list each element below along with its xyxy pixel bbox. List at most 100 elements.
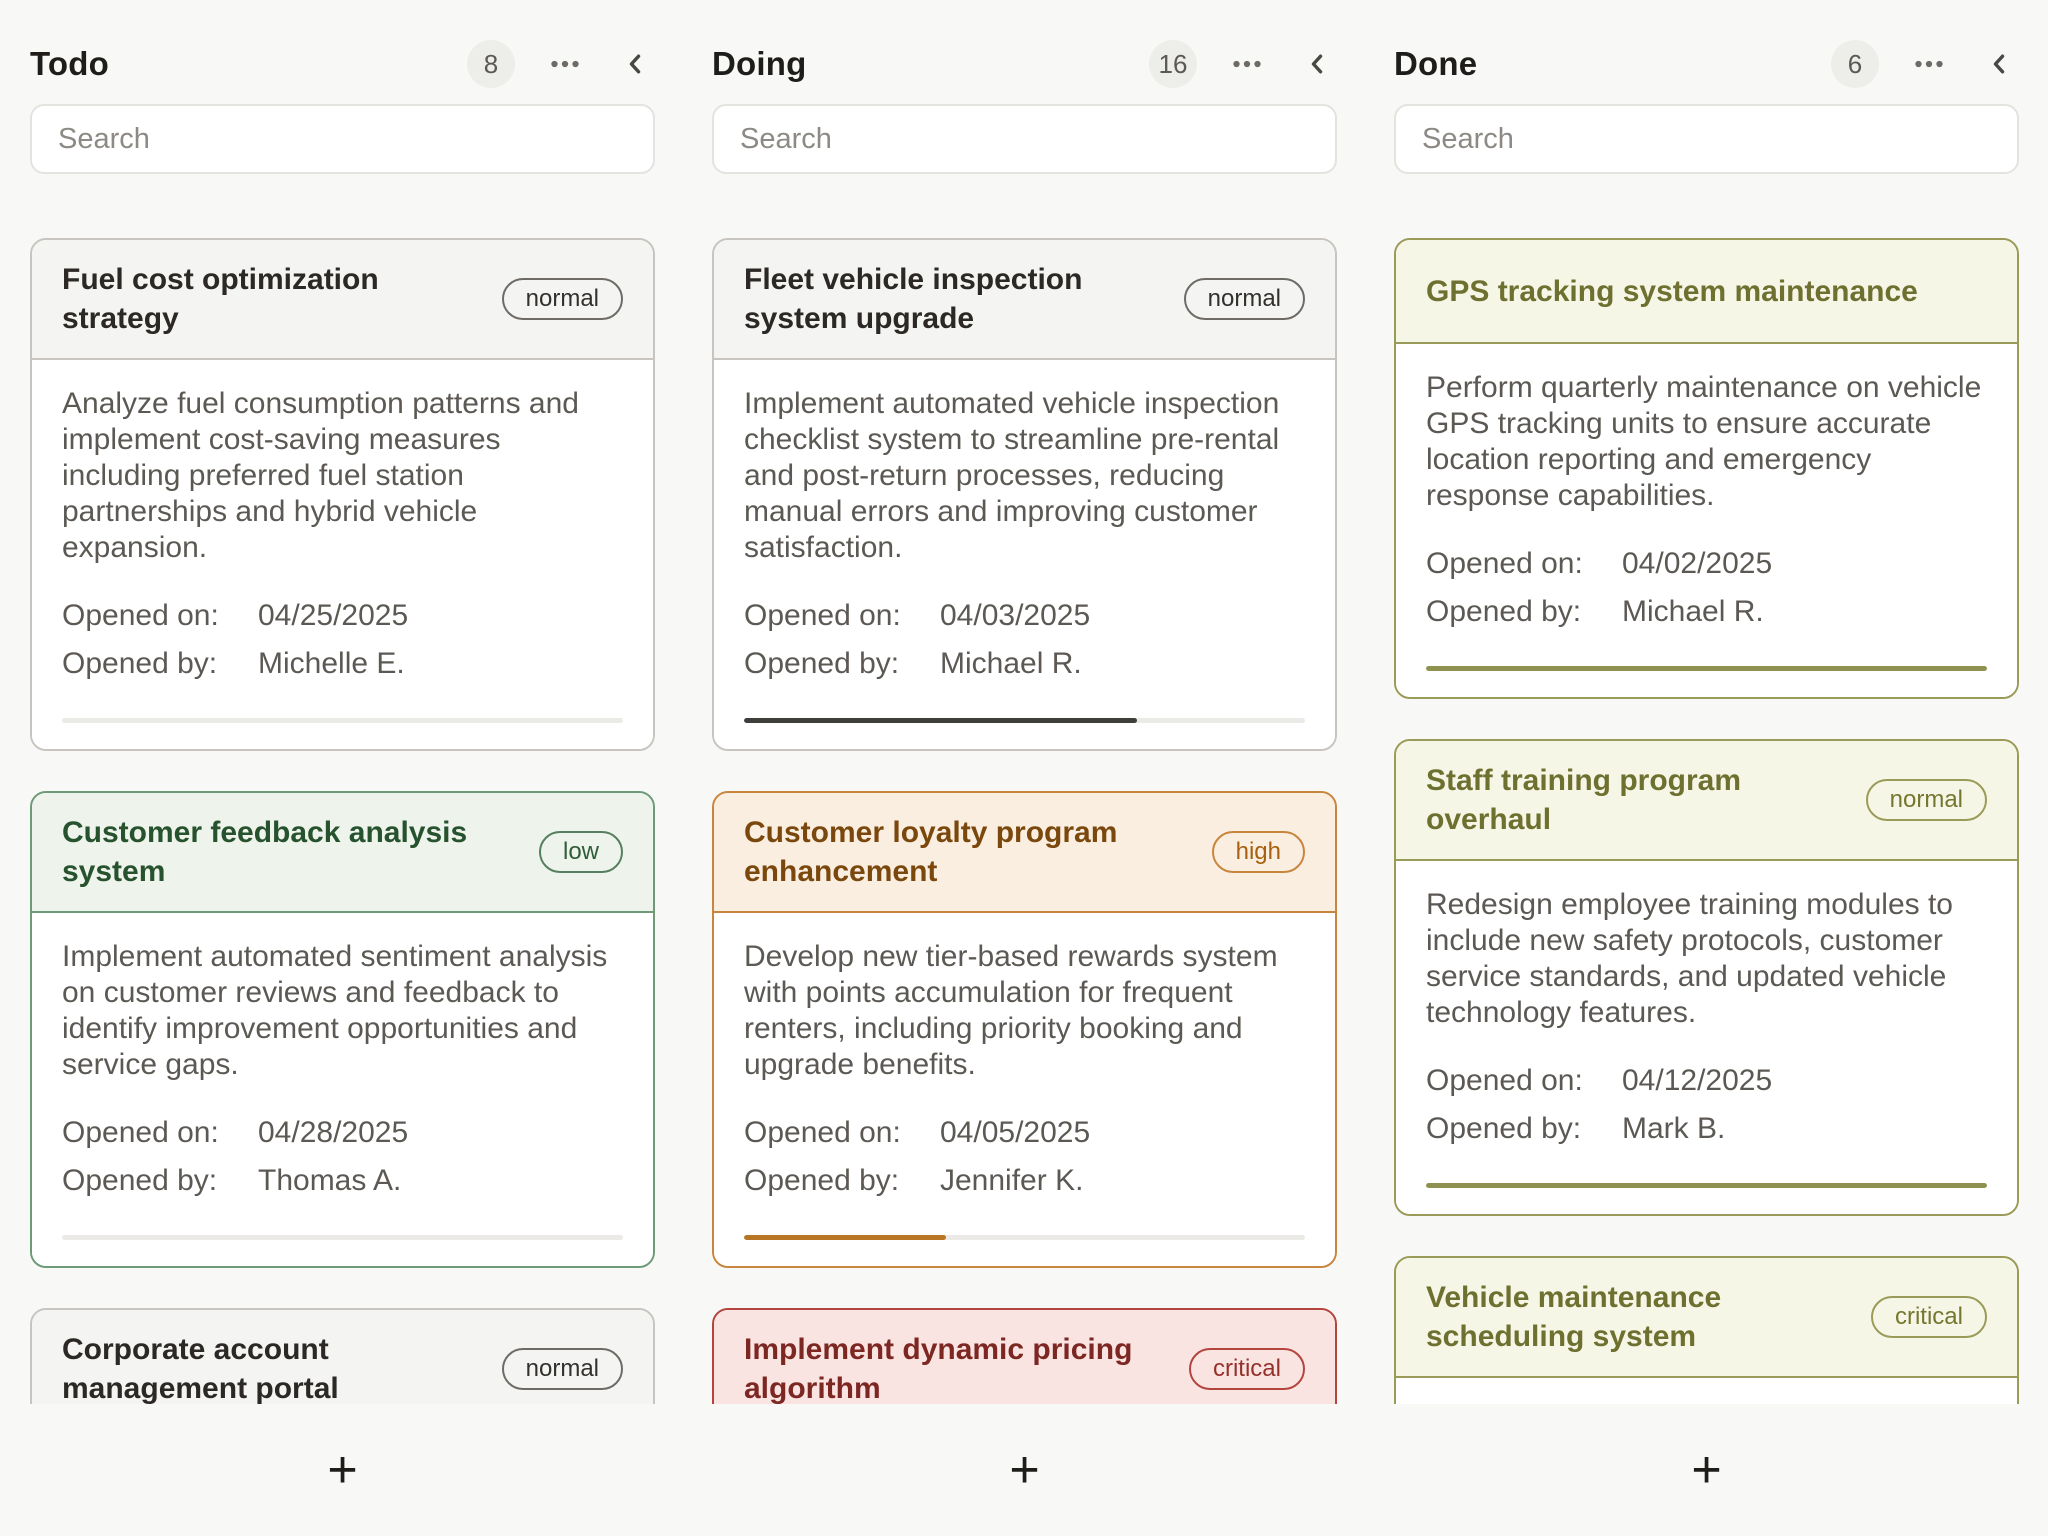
card-title: GPS tracking system maintenance — [1426, 274, 1918, 308]
opened-by-row: Opened by: Mark B. — [1426, 1105, 1987, 1153]
card-header: Customer feedback analysis system low — [32, 793, 653, 913]
progress-track — [1426, 1183, 1987, 1188]
card-description: Perform quarterly maintenance on vehicle… — [1426, 371, 1982, 512]
opened-on-label: Opened on: — [62, 599, 219, 632]
board-column-doing: Doing 16 Fleet vehicle inspection system… — [712, 36, 1337, 1536]
card-title: Implement dynamic pricing algorithm — [744, 1333, 1133, 1404]
task-card[interactable]: Customer loyalty program enhancement hig… — [712, 791, 1337, 1268]
opened-on-row: Opened on: 04/25/2025 — [62, 592, 623, 640]
opened-on-label: Opened on: — [1426, 1064, 1583, 1097]
card-header: Vehicle maintenance scheduling system cr… — [1396, 1258, 2017, 1378]
column-more-button[interactable] — [545, 44, 585, 84]
add-card-button[interactable]: + — [1673, 1438, 1739, 1502]
task-card[interactable]: Vehicle maintenance scheduling system cr… — [1394, 1256, 2019, 1404]
search-input[interactable] — [30, 104, 655, 174]
card-body: Perform quarterly maintenance on vehicle… — [1396, 344, 2017, 697]
opened-by-value: Mark B. — [1622, 1112, 1726, 1145]
card-title: Vehicle maintenance scheduling system — [1426, 1281, 1722, 1353]
add-card-button[interactable]: + — [309, 1438, 375, 1502]
card-meta: Opened on: 04/05/2025 Opened by: Jennife… — [744, 1109, 1305, 1205]
search-input[interactable] — [1394, 104, 2019, 174]
task-card[interactable]: Implement dynamic pricing algorithm crit… — [712, 1308, 1337, 1404]
priority-badge: normal — [501, 1348, 623, 1390]
opened-by-row: Opened by: Jennifer K. — [744, 1157, 1305, 1205]
task-card[interactable]: Staff training program overhaul normal R… — [1394, 739, 2019, 1216]
opened-by-row: Opened by: Michael R. — [744, 640, 1305, 688]
priority-badge: critical — [1870, 1296, 1987, 1338]
column-cards: Fleet vehicle inspection system upgrade … — [712, 238, 1337, 1404]
card-header: Fleet vehicle inspection system upgrade … — [714, 240, 1335, 360]
opened-by-label: Opened by: — [744, 1164, 900, 1197]
opened-on-label: Opened on: — [744, 1116, 901, 1149]
column-title: Done — [1394, 45, 1478, 82]
task-card[interactable]: Fleet vehicle inspection system upgrade … — [712, 238, 1337, 751]
card-meta: Opened on: 04/25/2025 Opened by: Michell… — [62, 592, 623, 688]
progress-track — [744, 718, 1305, 723]
card-header: Customer loyalty program enhancement hig… — [714, 793, 1335, 913]
progress-track — [62, 1235, 623, 1240]
progress-fill — [744, 718, 1137, 723]
column-footer: + — [30, 1404, 655, 1536]
card-title: Fuel cost optimization strategy — [62, 263, 379, 335]
card-header: Fuel cost optimization strategy normal — [32, 240, 653, 360]
card-meta: Opened on: 04/02/2025 Opened by: Michael… — [1426, 540, 1987, 636]
opened-by-label: Opened by: — [62, 647, 218, 680]
card-body: Implement automated sentiment analysis o… — [32, 913, 653, 1266]
task-card[interactable]: GPS tracking system maintenance Perform … — [1394, 238, 2019, 699]
column-collapse-button[interactable] — [1979, 44, 2019, 84]
card-header: GPS tracking system maintenance — [1396, 240, 2017, 344]
column-more-button[interactable] — [1909, 44, 1949, 84]
card-title: Corporate account management portal — [62, 1333, 339, 1404]
card-body: Implement automated vehicle inspection c… — [714, 360, 1335, 749]
card-title: Staff training program overhaul — [1426, 764, 1742, 836]
opened-on-row: Opened on: 04/05/2025 — [744, 1109, 1305, 1157]
column-collapse-button[interactable] — [615, 44, 655, 84]
opened-by-value: Michael R. — [940, 647, 1082, 680]
column-header: Todo 8 — [30, 36, 655, 92]
opened-by-row: Opened by: Michael R. — [1426, 588, 1987, 636]
opened-by-label: Opened by: — [744, 647, 900, 680]
card-header: Implement dynamic pricing algorithm crit… — [714, 1310, 1335, 1404]
progress-track — [744, 1235, 1305, 1240]
opened-on-label: Opened on: — [62, 1116, 219, 1149]
opened-by-label: Opened by: — [62, 1164, 218, 1197]
column-actions: 8 — [467, 40, 655, 88]
column-more-button[interactable] — [1227, 44, 1267, 84]
column-footer: + — [712, 1404, 1337, 1536]
column-collapse-button[interactable] — [1297, 44, 1337, 84]
column-actions: 6 — [1831, 40, 2019, 88]
column-count-badge: 6 — [1831, 40, 1879, 88]
opened-on-label: Opened on: — [744, 599, 901, 632]
card-description: Analyze fuel consumption patterns and im… — [62, 387, 579, 564]
card-description: Develop new tier-based rewards system wi… — [744, 940, 1278, 1081]
board-column-done: Done 6 GPS tracking system maintenance P… — [1394, 36, 2019, 1536]
card-header: Corporate account management portal norm… — [32, 1310, 653, 1404]
opened-by-value: Michael R. — [1622, 595, 1764, 628]
column-header: Done 6 — [1394, 36, 2019, 92]
opened-by-label: Opened by: — [1426, 595, 1582, 628]
card-meta: Opened on: 04/12/2025 Opened by: Mark B. — [1426, 1057, 1987, 1153]
task-card[interactable]: Corporate account management portal norm… — [30, 1308, 655, 1404]
search-input[interactable] — [712, 104, 1337, 174]
task-card[interactable]: Fuel cost optimization strategy normal A… — [30, 238, 655, 751]
opened-on-value: 04/25/2025 — [258, 599, 409, 632]
progress-fill — [744, 1235, 946, 1240]
card-body: Redesign employee training modules to in… — [1396, 861, 2017, 1214]
card-body: Develop new tier-based rewards system wi… — [714, 913, 1335, 1266]
opened-on-row: Opened on: 04/03/2025 — [744, 592, 1305, 640]
column-footer: + — [1394, 1404, 2019, 1536]
opened-by-value: Jennifer K. — [940, 1164, 1084, 1197]
task-card[interactable]: Customer feedback analysis system low Im… — [30, 791, 655, 1268]
card-title: Customer loyalty program enhancement — [744, 816, 1118, 888]
progress-fill — [1426, 666, 1987, 671]
opened-by-row: Opened by: Michelle E. — [62, 640, 623, 688]
opened-on-row: Opened on: 04/28/2025 — [62, 1109, 623, 1157]
priority-badge: normal — [1865, 779, 1987, 821]
opened-by-row: Opened by: Thomas A. — [62, 1157, 623, 1205]
opened-by-label: Opened by: — [1426, 1112, 1582, 1145]
ellipsis-icon — [1915, 60, 1943, 68]
add-card-button[interactable]: + — [991, 1438, 1057, 1502]
priority-badge: normal — [1183, 278, 1305, 320]
card-meta: Opened on: 04/03/2025 Opened by: Michael… — [744, 592, 1305, 688]
opened-by-value: Michelle E. — [258, 647, 405, 680]
